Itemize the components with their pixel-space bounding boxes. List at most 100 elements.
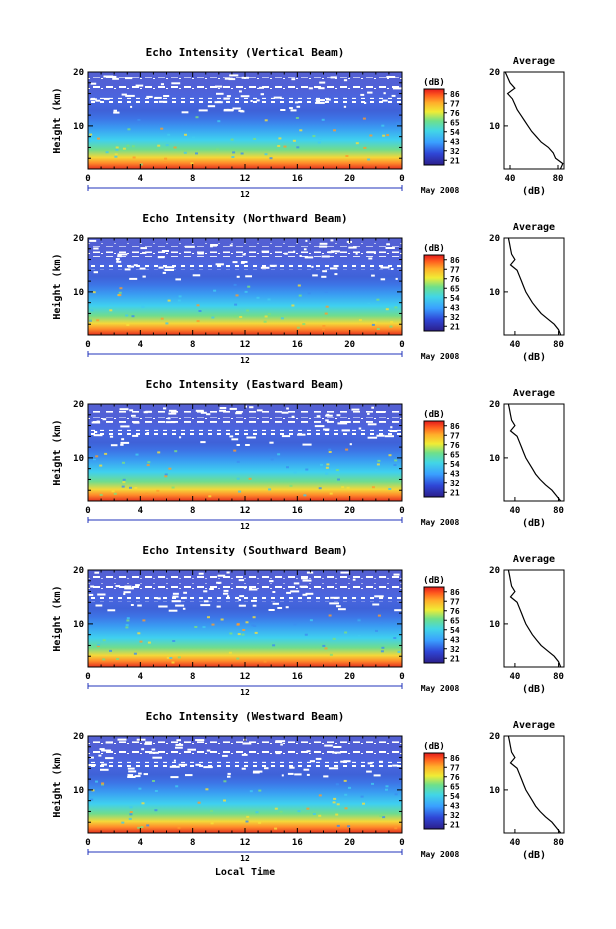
echo-cell (121, 821, 125, 824)
profile-x-tick-label: 80 (553, 838, 564, 848)
no-data-cell (172, 592, 179, 595)
colorbar-tick-label: 76 (450, 773, 460, 782)
echo-cell (295, 117, 299, 119)
no-data-cell (219, 409, 226, 412)
echo-cell (303, 494, 307, 497)
no-data-cell (169, 765, 180, 768)
no-data-band (88, 761, 402, 768)
no-data-cell (142, 251, 147, 254)
no-data-cell (128, 265, 134, 268)
no-data-cell (93, 271, 98, 274)
echo-cell (126, 323, 130, 326)
x-tick-label: 20 (344, 340, 355, 350)
no-data-cell (94, 431, 98, 433)
no-data-cell (162, 271, 166, 274)
echo-cell (373, 321, 377, 324)
no-data-cell (319, 245, 328, 248)
colorbar-tick-label: 65 (450, 284, 460, 293)
no-data-cell (306, 571, 314, 574)
x-tick-label: 16 (292, 672, 303, 682)
no-data-cell (103, 75, 114, 78)
echo-cell (184, 133, 187, 136)
no-data-cell (239, 90, 242, 93)
echo-cell (137, 119, 141, 121)
no-data-cell (251, 599, 257, 602)
no-data-cell (284, 252, 288, 255)
echo-cell (321, 328, 325, 331)
echo-cell (362, 802, 365, 805)
echo-cell (345, 448, 349, 451)
no-data-cell (299, 255, 302, 257)
no-data-cell (203, 600, 209, 603)
no-data-cell (89, 239, 97, 242)
echo-cell (329, 492, 333, 495)
no-data-cell (326, 413, 330, 416)
echo-cell (329, 653, 333, 656)
no-data-cell (175, 278, 181, 281)
echo-cell (233, 315, 237, 318)
profile-xlabel: (dB) (522, 352, 546, 363)
no-data-cell (95, 604, 103, 607)
no-data-cell (309, 760, 315, 763)
no-data-cell (107, 609, 116, 612)
echo-cell (122, 461, 125, 464)
no-data-cell (116, 260, 122, 263)
no-data-cell (285, 606, 289, 609)
colorbar-tick-label: 43 (450, 469, 460, 478)
no-data-cell (138, 772, 142, 775)
echo-cell (344, 807, 348, 810)
profile-line (507, 569, 562, 668)
x-tick-label: 16 (292, 340, 303, 350)
no-data-cell (130, 105, 133, 108)
no-data-cell (206, 749, 211, 752)
echo-cell (139, 163, 143, 166)
echo-cell (146, 824, 150, 827)
echo-cell (230, 138, 234, 141)
colorbar-tick-label: 65 (450, 782, 460, 791)
echo-cell (272, 644, 276, 647)
x-tick-label: 4 (138, 838, 144, 848)
no-data-cell (90, 82, 97, 85)
echo-cell (347, 825, 351, 828)
colorbar-tick-label: 86 (450, 754, 460, 763)
no-data-cell (315, 757, 322, 760)
no-data-cell (110, 444, 118, 447)
no-data-cell (323, 428, 330, 431)
colorbar-tick-label: 54 (450, 626, 460, 635)
no-data-cell (99, 748, 105, 751)
no-data-cell (116, 259, 119, 261)
no-data-cell (303, 248, 307, 251)
no-data-cell (192, 274, 201, 277)
echo-cell (90, 309, 94, 312)
echo-cell (244, 290, 248, 293)
echo-cell (92, 291, 96, 294)
no-data-cell (168, 609, 178, 612)
echo-cell (145, 492, 149, 495)
no-data-cell (384, 435, 394, 438)
echo-cell (236, 657, 240, 660)
echo-cell (296, 326, 300, 329)
no-data-cell (260, 266, 270, 269)
no-data-cell (367, 251, 376, 254)
no-data-cell (386, 243, 390, 246)
no-data-cell (130, 604, 134, 606)
no-data-cell (217, 574, 226, 577)
echo-cell (121, 485, 125, 488)
echo-cell (93, 457, 97, 459)
colorbar (423, 88, 445, 166)
no-data-cell (290, 590, 300, 593)
echo-cell (223, 799, 226, 802)
echo-cell (245, 621, 249, 624)
echo-cell (166, 656, 170, 659)
no-data-band (88, 97, 402, 104)
no-data-cell (330, 267, 338, 270)
x-tick-label: 16 (292, 506, 303, 516)
profile-y-tick-label: 10 (489, 620, 500, 630)
colorbar (423, 254, 445, 332)
no-data-cell (152, 756, 162, 759)
echo-cell (344, 631, 348, 634)
no-data-cell (391, 268, 394, 270)
echo-cell (210, 822, 214, 825)
echo-cell (325, 466, 329, 469)
no-data-cell (100, 768, 109, 771)
